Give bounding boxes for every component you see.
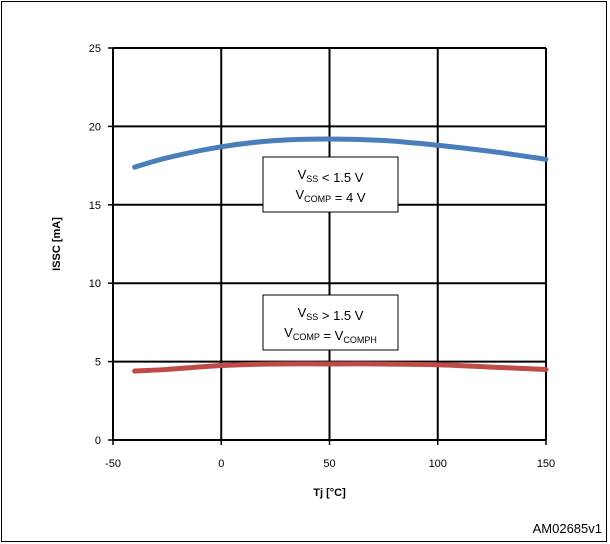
series-lines (132, 136, 549, 374)
y-tick-labels: 0 5 10 15 20 25 (89, 43, 101, 447)
series-line-0 (132, 136, 549, 170)
y-tick-label-0: 0 (95, 435, 101, 447)
axes (108, 47, 547, 445)
y-tick-label-3: 15 (89, 200, 101, 212)
annotation-line-0-1: VCOMP = 4 V (296, 187, 366, 205)
y-tick-label-2: 10 (89, 278, 101, 290)
annotations: VSS < 1.5 V VCOMP = 4 V VSS > 1.5 V VCOMP =… (262, 156, 399, 351)
x-axis-title: Tj [°C] (313, 487, 346, 499)
annotation-box-0: VSS < 1.5 V VCOMP = 4 V (262, 156, 399, 213)
y-axis-title: ISSC [mA] (51, 217, 63, 271)
annotation-box-1: VSS > 1.5 V VCOMP = VCOMPH (262, 294, 399, 351)
y-tick-label-4: 20 (89, 121, 101, 133)
series-line-1 (132, 361, 549, 374)
grid (112, 47, 547, 441)
x-tick-labels: -50 0 50 100 150 (105, 458, 555, 470)
annotation-line-0-0: VSS < 1.5 V (298, 167, 364, 185)
annotation-line-1-0: VSS > 1.5 V (298, 305, 364, 323)
x-tick-label-1: 0 (218, 458, 224, 470)
x-tick-label-4: 150 (537, 458, 555, 470)
y-tick-label-5: 25 (89, 43, 101, 55)
x-tick-label-2: 50 (323, 458, 335, 470)
annotation-line-1-1: VCOMP = VCOMPH (284, 325, 377, 345)
x-tick-label-3: 100 (429, 458, 447, 470)
figure-code: AM02685v1 (532, 521, 602, 536)
y-tick-label-1: 5 (95, 357, 101, 369)
x-tick-label-0: -50 (105, 458, 121, 470)
